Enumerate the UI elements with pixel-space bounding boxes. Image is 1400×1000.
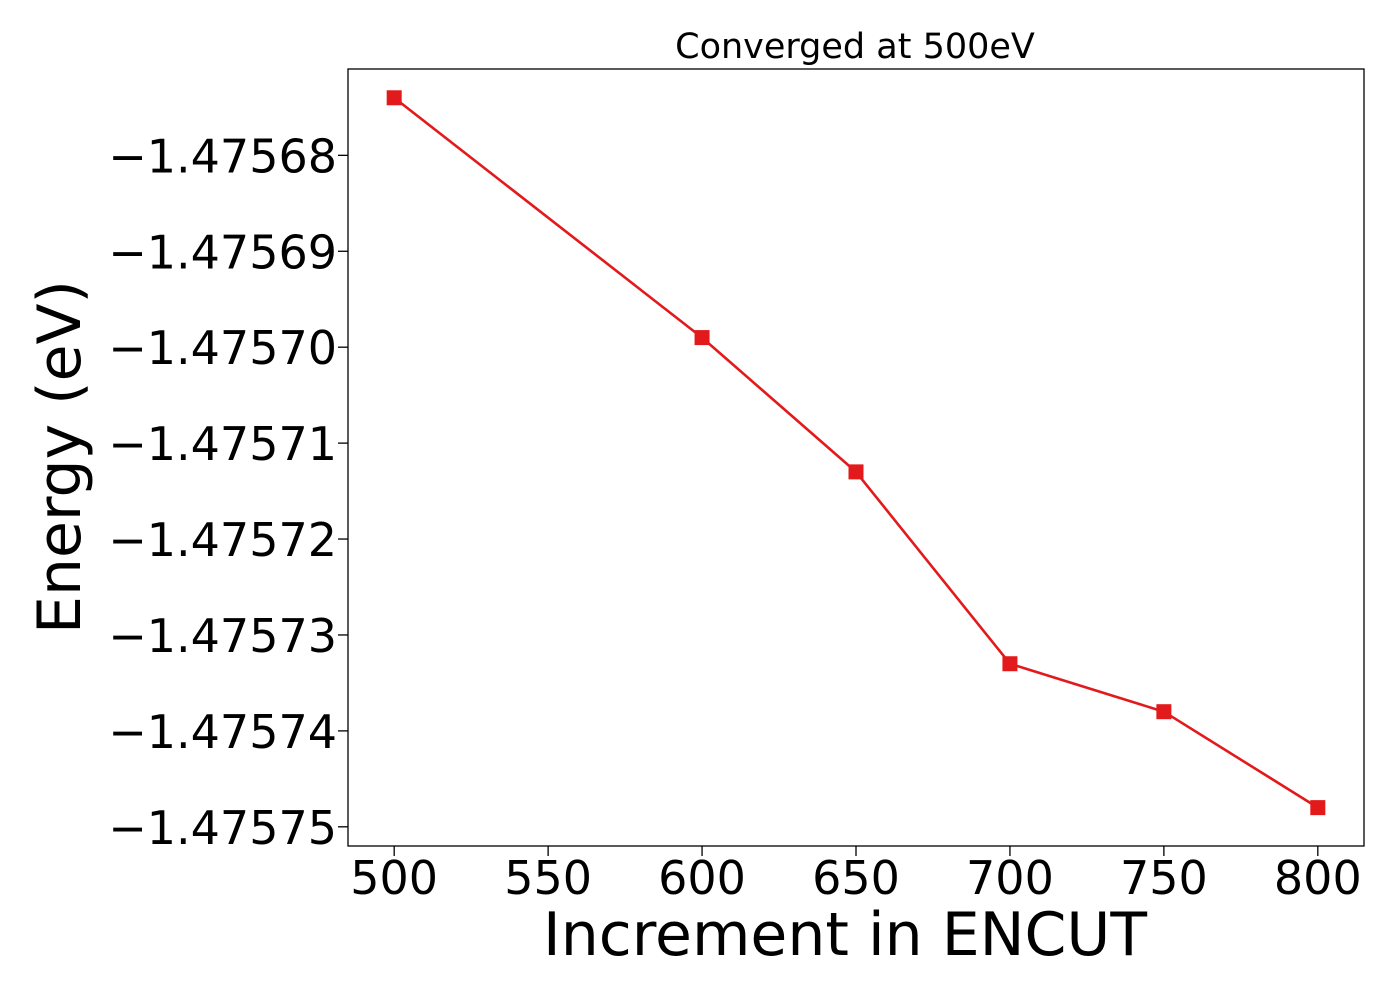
x-axis: 500 550 600 650 700 750 800 — [350, 846, 1362, 905]
chart-title: Converged at 500eV — [675, 27, 1035, 67]
x-tick-label: 550 — [504, 851, 592, 905]
y-tick-label: −1.47572 — [108, 513, 337, 567]
data-point-marker — [848, 464, 864, 480]
x-tick-label: 700 — [966, 851, 1054, 905]
x-tick-label: 750 — [1120, 851, 1208, 905]
y-tick-label: −1.47571 — [108, 417, 337, 471]
y-tick-label: −1.47568 — [108, 129, 337, 183]
data-point-marker — [694, 330, 710, 346]
x-tick-label: 500 — [350, 851, 438, 905]
x-tick-label: 600 — [658, 851, 746, 905]
series-line — [393, 96, 1319, 809]
y-tick-label: −1.47575 — [108, 801, 337, 855]
x-tick-label: 650 — [812, 851, 900, 905]
x-axis-title: Increment in ENCUT — [543, 900, 1147, 970]
data-point-marker — [1156, 704, 1172, 720]
y-tick-label: −1.47569 — [108, 225, 337, 279]
y-tick-label: −1.47574 — [108, 705, 337, 759]
y-axis-title: Energy (eV) — [25, 280, 95, 634]
y-tick-label: −1.47573 — [108, 609, 337, 663]
y-axis: −1.47568 −1.47569 −1.47570 −1.47571 −1.47572… — [108, 129, 348, 855]
data-point-marker — [1310, 800, 1326, 816]
data-point-marker — [1002, 656, 1018, 672]
x-tick-label: 800 — [1274, 851, 1362, 905]
y-tick-label: −1.47570 — [108, 321, 337, 375]
data-point-marker — [386, 90, 402, 106]
